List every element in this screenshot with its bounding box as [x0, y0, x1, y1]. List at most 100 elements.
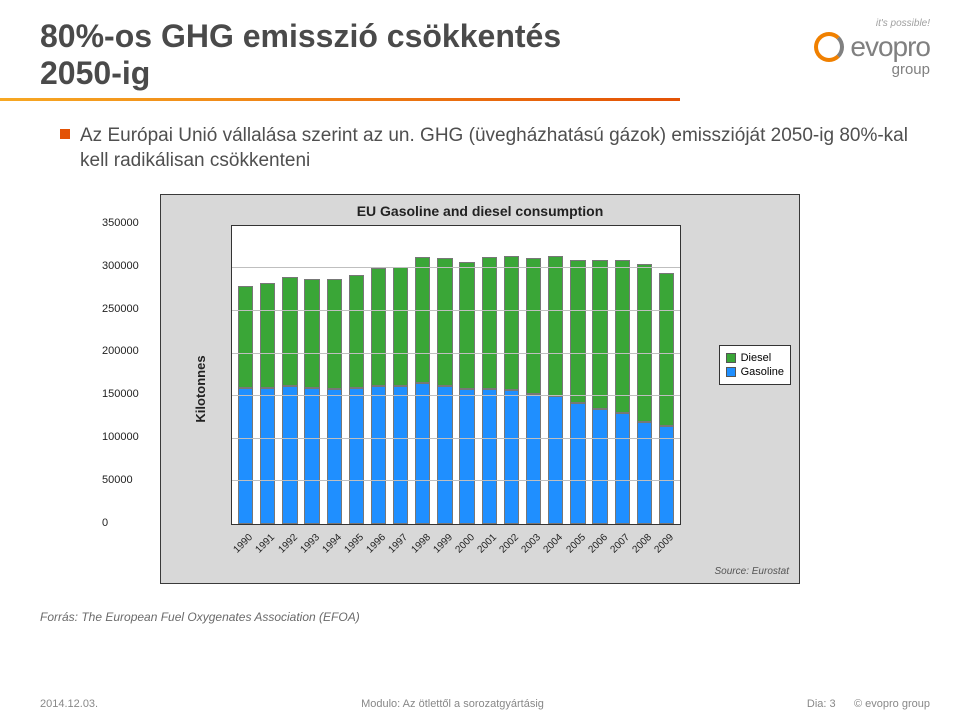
chart-bar-gasoline: [615, 413, 630, 524]
logo-tagline: it's possible!: [814, 18, 930, 29]
chart-bar-gasoline: [238, 388, 253, 524]
chart-source: Source: Eurostat: [715, 566, 789, 577]
chart-ytick: 350000: [102, 217, 223, 229]
chart-xtick: 2009: [653, 532, 677, 556]
chart-bar-gasoline: [393, 386, 408, 524]
chart-bar-gasoline: [482, 389, 497, 524]
chart-xtick: 1992: [276, 532, 300, 556]
legend-swatch-icon: [726, 367, 736, 377]
title-line1: 80%-os GHG emisszió csökkentés: [40, 18, 561, 55]
chart-bar-diesel: [570, 260, 585, 403]
chart-plot-area: 1990199119921993199419951996199719981999…: [231, 225, 681, 525]
chart-gridline: [232, 267, 680, 268]
chart-bar-diesel: [526, 258, 541, 394]
logo-row: evopro: [814, 31, 930, 63]
chart-bar-gasoline: [415, 383, 430, 523]
chart-bar-diesel: [659, 273, 674, 426]
chart-xtick: 1996: [365, 532, 389, 556]
chart-bar-column: 2006: [591, 226, 610, 524]
chart-bar-gasoline: [504, 390, 519, 524]
footer-center: Modulo: Az ötlettől a sorozatgyártásig: [361, 698, 544, 710]
chart-bar-diesel: [504, 256, 519, 391]
chart-bar-column: 2007: [613, 226, 632, 524]
chart-xtick: 2000: [453, 532, 477, 556]
chart-xtick: 2005: [564, 532, 588, 556]
chart-bar-column: 1995: [347, 226, 366, 524]
chart-frame: EU Gasoline and diesel consumption Kilot…: [160, 194, 800, 584]
chart-gridline: [232, 395, 680, 396]
chart-bar-gasoline: [304, 388, 319, 524]
chart-bar-diesel: [415, 257, 430, 383]
chart-bar-gasoline: [592, 409, 607, 524]
chart-bar-diesel: [437, 258, 452, 386]
chart-gridline: [232, 480, 680, 481]
chart-ytick: 200000: [102, 345, 223, 357]
chart-bar-diesel: [459, 262, 474, 390]
chart-bar-diesel: [238, 286, 253, 388]
chart-ytick: 0: [102, 517, 223, 529]
chart-bar-diesel: [304, 279, 319, 388]
bullet-square-icon: [60, 129, 70, 139]
legend-label: Gasoline: [741, 366, 784, 378]
chart-xtick: 2003: [520, 532, 544, 556]
chart-xtick: 1995: [343, 532, 367, 556]
chart-bar-gasoline: [659, 426, 674, 524]
chart-bar-column: 1992: [280, 226, 299, 524]
chart-bar-diesel: [548, 256, 563, 396]
legend-row: Diesel: [726, 352, 784, 364]
chart-xtick: 2002: [498, 532, 522, 556]
chart-bar-column: 1998: [413, 226, 432, 524]
chart-bar-gasoline: [282, 386, 297, 524]
chart-bar-gasoline: [349, 388, 364, 524]
chart-bar-diesel: [592, 260, 607, 409]
logo-sub: group: [814, 61, 930, 78]
chart-xtick: 1998: [409, 532, 433, 556]
chart-bar-column: 1993: [302, 226, 321, 524]
chart-bar-diesel: [349, 275, 364, 387]
slide-footer: 2014.12.03. Modulo: Az ötlettől a soroza…: [0, 690, 960, 720]
chart-bar-gasoline: [260, 388, 275, 524]
chart-legend: Diesel Gasoline: [719, 345, 791, 385]
chart-bar-column: 2005: [568, 226, 587, 524]
chart-bar-gasoline: [327, 389, 342, 524]
chart-bar-column: 1990: [236, 226, 255, 524]
chart-xtick: 2004: [542, 532, 566, 556]
chart-bar-gasoline: [526, 394, 541, 523]
chart-bar-gasoline: [437, 386, 452, 524]
citation: Forrás: The European Fuel Oxygenates Ass…: [40, 610, 360, 624]
chart-bar-column: 2009: [657, 226, 676, 524]
chart-bar-column: 2001: [480, 226, 499, 524]
chart-bar-diesel: [327, 279, 342, 390]
chart-bar-column: 1996: [369, 226, 388, 524]
chart-bar-gasoline: [548, 396, 563, 524]
chart-bar-diesel: [393, 267, 408, 386]
title-line2: 2050-ig: [40, 55, 561, 92]
chart-bar-diesel: [482, 257, 497, 389]
logo-name: evopro: [850, 31, 930, 63]
chart-xtick: 1991: [254, 532, 278, 556]
chart-bar-gasoline: [570, 403, 585, 524]
footer-slide: Dia: 3: [807, 698, 836, 710]
chart-bar-column: 2008: [635, 226, 654, 524]
legend-label: Diesel: [741, 352, 772, 364]
bullet-item: Az Európai Unió vállalása szerint az un.…: [60, 123, 920, 174]
slide-header: 80%-os GHG emisszió csökkentés 2050-ig i…: [0, 0, 960, 92]
chart-bar-column: 1997: [391, 226, 410, 524]
chart-xtick: 1999: [431, 532, 455, 556]
chart-xtick: 1990: [232, 532, 256, 556]
chart-gridline: [232, 353, 680, 354]
chart-bar-diesel: [371, 268, 386, 385]
chart-bar-column: 2002: [502, 226, 521, 524]
chart-title: EU Gasoline and diesel consumption: [161, 203, 799, 219]
chart-xtick: 2001: [475, 532, 499, 556]
chart-bar-column: 1994: [325, 226, 344, 524]
slide-title: 80%-os GHG emisszió csökkentés 2050-ig: [40, 18, 561, 92]
body-text: Az Európai Unió vállalása szerint az un.…: [0, 101, 960, 174]
chart-gridline: [232, 438, 680, 439]
chart-bar-diesel: [282, 277, 297, 386]
legend-row: Gasoline: [726, 366, 784, 378]
logo: it's possible! evopro group: [814, 18, 930, 78]
chart-xtick: 1994: [320, 532, 344, 556]
chart-xtick: 1997: [387, 532, 411, 556]
bullet-text: Az Európai Unió vállalása szerint az un.…: [80, 123, 920, 174]
